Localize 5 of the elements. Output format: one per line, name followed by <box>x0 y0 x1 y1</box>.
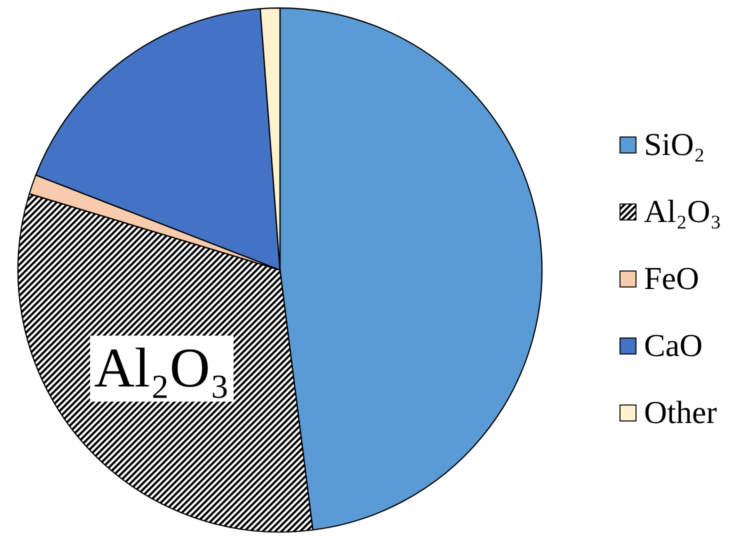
legend-label: SiO₂ <box>644 126 705 162</box>
legend-label: FeO <box>644 260 700 296</box>
legend-label: Al₂O₃ <box>644 193 722 229</box>
legend-label: CaO <box>644 327 703 363</box>
legend-label: Other <box>644 394 718 430</box>
